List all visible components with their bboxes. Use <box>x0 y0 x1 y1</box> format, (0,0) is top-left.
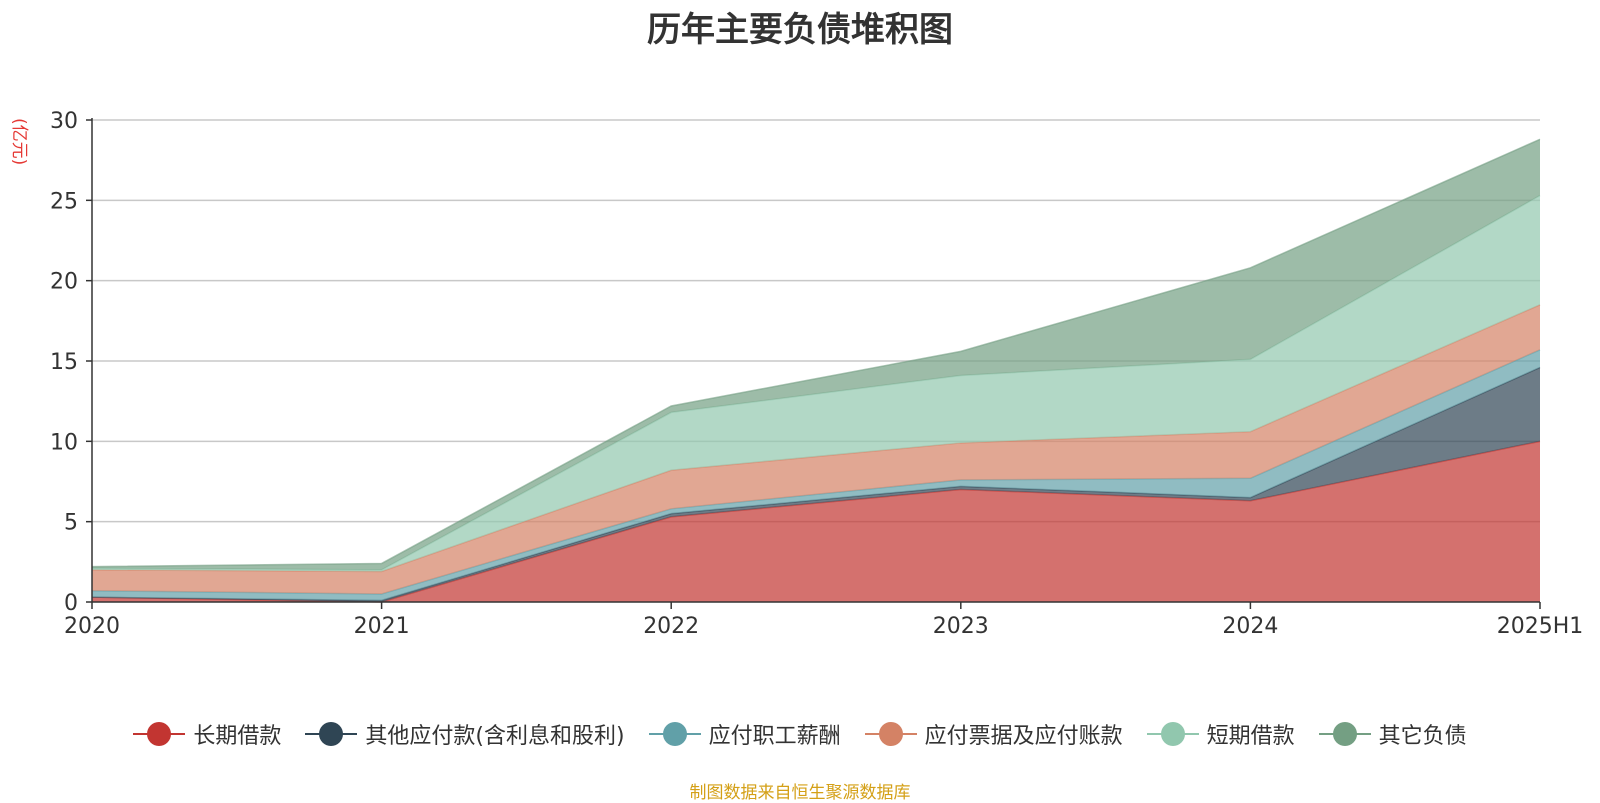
x-tick-label: 2025H1 <box>1497 614 1584 639</box>
y-tick-label: 0 <box>64 591 78 616</box>
legend-label: 其他应付款(含利息和股利) <box>365 724 625 749</box>
legend-marker-icon <box>864 722 917 746</box>
legend: 长期借款 其他应付款(含利息和股利) 应付职工薪酬 应付票据及应付账款 短期借款 其它负债 <box>0 718 1600 750</box>
legend-dot <box>1160 722 1185 746</box>
legend-dot <box>1332 722 1357 746</box>
y-tick-label: 15 <box>50 350 78 375</box>
y-tick-label: 5 <box>64 511 78 536</box>
legend-item[interactable]: 其他应付款(含利息和股利) <box>305 718 625 750</box>
y-tick-label: 10 <box>50 430 78 455</box>
y-tick-label: 30 <box>50 109 78 134</box>
legend-dot <box>878 722 903 746</box>
legend-item[interactable]: 应付职工薪酬 <box>648 718 841 750</box>
legend-label: 应付票据及应付账款 <box>924 724 1123 749</box>
legend-label: 长期借款 <box>193 724 282 749</box>
legend-label: 短期借款 <box>1206 724 1295 749</box>
legend-label: 应付职工薪酬 <box>708 724 841 749</box>
legend-item[interactable]: 应付票据及应付账款 <box>864 718 1123 750</box>
legend-dot <box>319 722 344 746</box>
legend-marker-icon <box>305 722 358 746</box>
legend-item[interactable]: 长期借款 <box>133 718 281 750</box>
x-tick-label: 2022 <box>643 614 699 639</box>
stacked-area-chart: 0 5 10 15 20 25 30 2020 2021 2022 2023 2024 2025H1 <box>50 109 1584 639</box>
x-tick-label: 2024 <box>1222 614 1278 639</box>
area-series-0 <box>92 441 1540 602</box>
legend-dot <box>147 722 172 746</box>
area-series-5 <box>92 139 1540 570</box>
x-tick-label: 2020 <box>64 614 120 639</box>
chart-title: 历年主要负债堆积图 <box>647 10 953 50</box>
legend-item[interactable]: 短期借款 <box>1146 718 1295 750</box>
legend-marker-icon <box>1146 722 1199 746</box>
y-tick-label: 25 <box>50 189 78 214</box>
legend-marker-icon <box>1318 722 1371 746</box>
data-source-note: 制图数据来自恒生聚源数据库 <box>689 783 911 803</box>
legend-marker-icon <box>133 722 186 746</box>
x-tick-label: 2023 <box>933 614 989 639</box>
area-edge-5 <box>91 138 1541 568</box>
area-series-3 <box>92 304 1540 594</box>
legend-dot <box>662 722 687 746</box>
x-tick-label: 2021 <box>354 614 410 639</box>
area-series-4 <box>92 195 1540 572</box>
legend-item[interactable]: 其它负债 <box>1318 718 1467 750</box>
y-tick-label: 20 <box>50 270 78 295</box>
legend-label: 其它负债 <box>1378 724 1467 749</box>
legend-marker-icon <box>648 722 701 746</box>
